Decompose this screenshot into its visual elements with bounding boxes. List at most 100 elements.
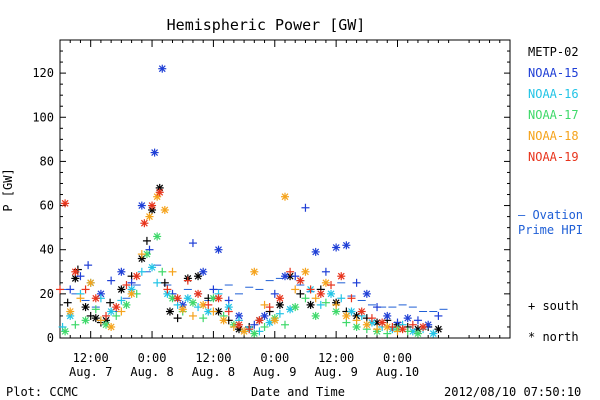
point-stroke [112,303,120,311]
data-point [71,320,80,329]
data-point [117,307,126,316]
x-tick-time: 12:00 [73,351,109,365]
point-stroke [383,323,391,331]
data-point [214,245,223,254]
data-point [112,303,121,312]
data-point [117,267,126,276]
point-stroke [383,312,391,320]
data-point [148,263,157,272]
data-point [255,316,264,325]
satellite-legend: METP-02 NOAA-15 NOAA-16 NOAA-17 NOAA-18 NOAA-… [528,45,579,164]
data-point [352,278,361,287]
point-stroke [102,321,110,329]
point-stroke [117,268,125,276]
data-point [148,201,157,210]
data-point [106,298,115,307]
y-axis-ticks: 0 20 40 60 80 100 120 [32,50,510,345]
point-stroke [342,312,350,320]
point-stroke [166,308,174,315]
data-point [163,285,172,294]
data-point [316,300,325,309]
data-point [332,300,341,309]
data-point [265,303,274,312]
point-stroke [138,202,146,209]
data-point [178,305,187,314]
point-stroke [174,294,182,302]
point-stroke [429,330,437,338]
data-point [260,322,269,331]
point-stroke [296,277,304,285]
data-point [107,307,116,316]
point-stroke [189,299,197,307]
x-tick-time: 0:00 [383,351,412,365]
data-point [214,294,223,303]
data-point [173,294,182,303]
ovation-legend-line: – Ovation [518,208,583,222]
point-stroke [169,294,176,302]
x-tick-time: 12:00 [195,351,231,365]
point-stroke [286,272,294,280]
data-point [332,243,341,252]
footer-right: 2012/08/10 07:50:10 [444,385,581,399]
data-point [286,267,295,276]
data-point [275,294,284,303]
point-stroke [378,319,386,326]
data-point [160,278,169,287]
y-tick-label: 120 [32,66,54,80]
data-point [367,314,376,323]
data-point [122,281,131,290]
data-point [281,192,289,201]
x-tick-time: 0:00 [260,351,289,365]
y-tick-label: 20 [40,287,54,301]
data-point [342,241,351,250]
point-stroke [363,290,371,298]
data-point [219,316,228,325]
data-point [137,250,146,259]
data-point [158,267,167,276]
data-point [209,307,218,316]
data-point [145,212,154,221]
data-point [137,267,146,276]
point-stroke [184,294,192,302]
data-point [199,267,208,276]
data-point [142,236,151,245]
point-stroke [337,272,345,280]
marker-legend-entry: + south [528,299,579,313]
data-point [342,311,351,320]
data-point [188,298,197,307]
data-point [81,285,90,294]
point-stroke [327,290,335,298]
point-stroke [307,301,314,309]
data-point [66,285,75,294]
marker-legend: + south * north [528,299,579,344]
data-point [306,300,315,309]
data-point [362,320,371,329]
data-point [398,325,407,334]
data-point [84,261,93,270]
point-stroke [161,206,169,214]
point-stroke [276,294,284,302]
chart-title: Hemispheric Power [GW] [167,16,366,34]
data-point [291,272,300,281]
point-stroke [163,290,171,298]
data-point [160,205,169,214]
data-point [132,272,141,281]
data-point [419,322,428,331]
data-point [321,298,330,307]
point-stroke [146,213,153,221]
data-point [250,320,259,329]
x-tick-date: Aug. 8 [192,365,235,379]
data-point [168,267,177,276]
data-point [188,311,197,320]
point-stroke [148,263,156,271]
data-point [204,300,213,309]
data-point [56,285,64,294]
legend-entry: NOAA-19 [528,150,579,164]
point-stroke [220,316,228,324]
point-stroke [92,314,100,322]
point-stroke [281,193,289,201]
y-tick-label: 60 [40,199,54,213]
point-stroke [399,325,407,333]
